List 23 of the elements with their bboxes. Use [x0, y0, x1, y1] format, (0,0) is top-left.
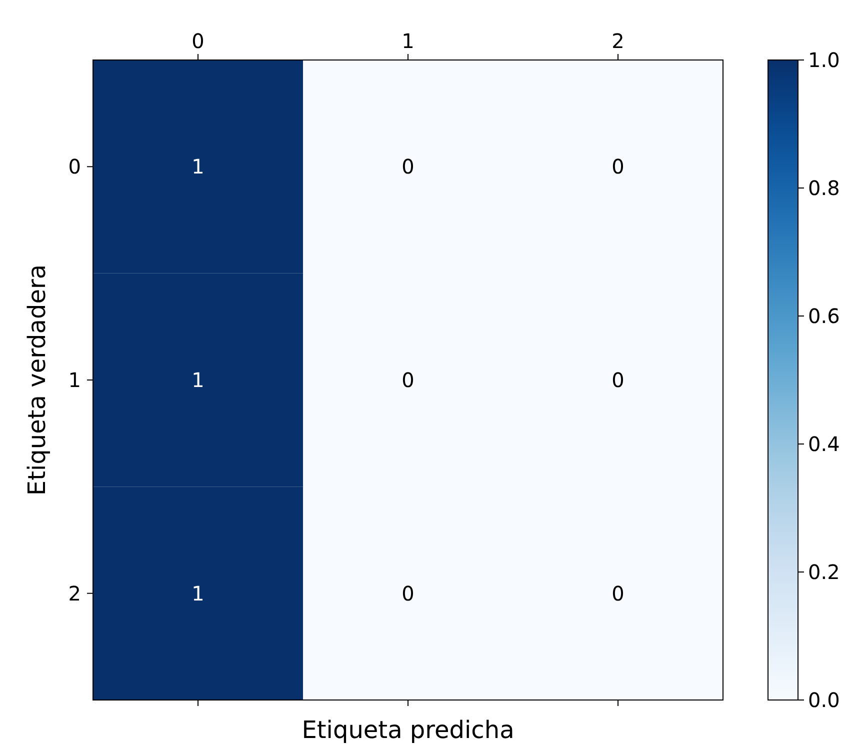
data-label: 0	[612, 154, 624, 179]
data-label: 1	[192, 154, 204, 179]
data-label: 0	[612, 581, 624, 606]
color-bar-label: 0.6	[808, 304, 840, 328]
data-label: 0	[612, 368, 624, 392]
data-label: 0	[402, 581, 414, 606]
data-label: 1	[192, 368, 204, 392]
color-bar-label: 0.2	[808, 560, 840, 584]
y-tick-label: 2	[68, 581, 81, 606]
color-bar-label: 0.8	[808, 176, 840, 200]
y-tick-label: 1	[68, 368, 81, 392]
y-axis-title: Etiqueta verdadera	[23, 264, 51, 496]
data-label: 0	[402, 368, 414, 392]
x-tick-label: 0	[192, 29, 204, 53]
data-label: 0	[402, 154, 414, 179]
x-tick-label: 1	[402, 29, 414, 53]
y-tick-label: 0	[68, 154, 81, 179]
color-bar-label: 1.0	[808, 48, 840, 72]
color-bar-label: 0.0	[808, 688, 840, 712]
x-tick-label: 2	[612, 29, 624, 53]
color-bar-label: 0.4	[808, 432, 840, 456]
data-label: 1	[192, 581, 204, 606]
x-axis-title: Etiqueta predicha	[302, 716, 514, 744]
